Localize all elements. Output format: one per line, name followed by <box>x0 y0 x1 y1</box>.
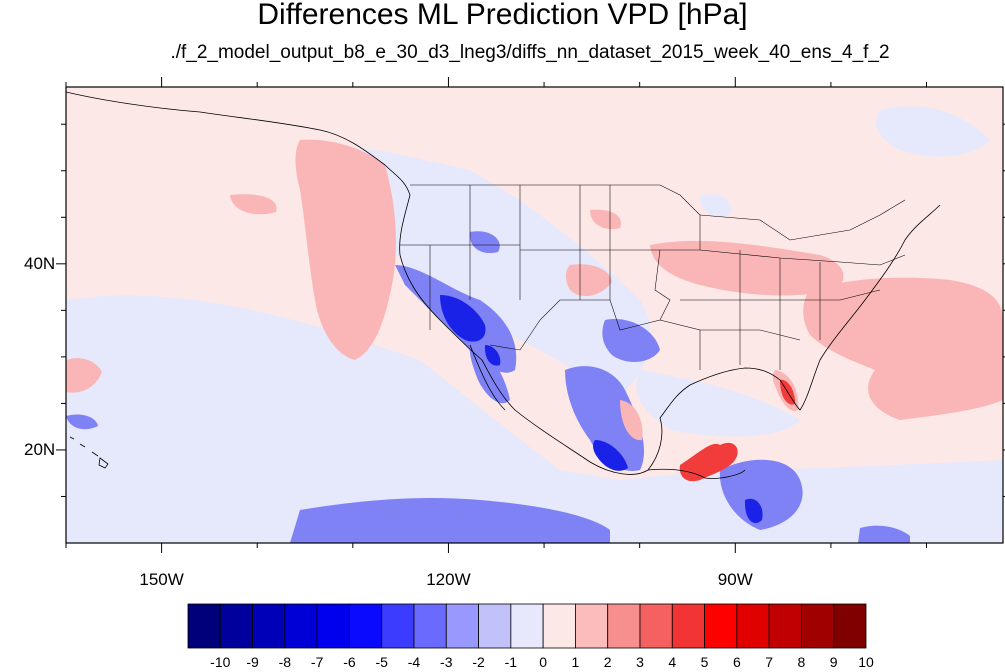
colorbar-swatch <box>801 603 835 649</box>
colorbar-swatch <box>768 603 802 649</box>
field-positive <box>66 139 1003 441</box>
colorbar-swatch <box>736 603 770 649</box>
colorbar-label: 2 <box>603 654 612 670</box>
field-strong-negative <box>440 295 763 524</box>
colorbar-swatch <box>284 603 318 649</box>
longitude-ticks <box>65 77 928 553</box>
colorbar-label: -10 <box>210 654 231 670</box>
colorbar-swatch <box>381 603 415 649</box>
colorbar-swatch <box>478 603 512 649</box>
coastlines <box>66 91 941 479</box>
colorbar-label: 4 <box>668 654 677 670</box>
colorbar-swatch <box>833 603 867 649</box>
colorbar-label: -7 <box>310 654 324 670</box>
colorbar-label: 5 <box>700 654 709 670</box>
colorbar-label: -9 <box>246 654 259 670</box>
colorbar-swatch <box>542 603 576 649</box>
colorbar-label: -2 <box>472 654 485 670</box>
map-field <box>66 87 1003 543</box>
colorbar-label: 7 <box>765 654 774 670</box>
colorbar-swatch <box>607 603 641 649</box>
lat-tick-label: 40N <box>24 253 56 273</box>
lon-tick-label: 90W <box>717 570 753 589</box>
map-title: Differences ML Prediction VPD [hPa] <box>257 0 748 31</box>
colorbar-label: 8 <box>797 654 806 670</box>
lon-tick-label: 120W <box>426 570 471 589</box>
colorbar <box>187 603 867 649</box>
lon-tick-label: 150W <box>139 570 184 589</box>
colorbar-swatch <box>445 603 479 649</box>
colorbar-swatch <box>349 603 383 649</box>
colorbar-swatch <box>510 603 544 649</box>
colorbar-label: -4 <box>407 654 421 670</box>
lat-tick-label: 20N <box>24 439 56 459</box>
colorbar-swatch <box>187 603 221 649</box>
colorbar-label: -3 <box>440 654 453 670</box>
colorbar-swatch <box>252 603 286 649</box>
colorbar-label: -8 <box>278 654 292 670</box>
colorbar-label: 9 <box>829 654 838 670</box>
colorbar-label: 0 <box>539 654 548 670</box>
state-boundaries <box>400 184 906 370</box>
colorbar-label: 10 <box>858 654 874 670</box>
map-subtitle: ./f_2_model_output_b8_e_30_d3_lneg3/diff… <box>170 42 890 63</box>
colorbar-label: -1 <box>504 654 518 670</box>
hawaii-islands <box>69 436 109 469</box>
colorbar-swatch <box>316 603 350 649</box>
colorbar-swatch <box>575 603 609 649</box>
colorbar-swatch <box>639 603 673 649</box>
colorbar-label: 1 <box>571 654 580 670</box>
colorbar-swatch <box>413 603 447 649</box>
colorbar-swatch <box>671 603 705 649</box>
latitude-ticks <box>56 123 1005 497</box>
colorbar-swatch <box>704 603 738 649</box>
colorbar-label: -5 <box>375 654 388 670</box>
colorbar-label: 6 <box>732 654 741 670</box>
colorbar-label: 3 <box>636 654 644 670</box>
colorbar-swatch <box>219 603 253 649</box>
plot-frame <box>65 86 1004 544</box>
colorbar-label: -6 <box>343 654 356 670</box>
